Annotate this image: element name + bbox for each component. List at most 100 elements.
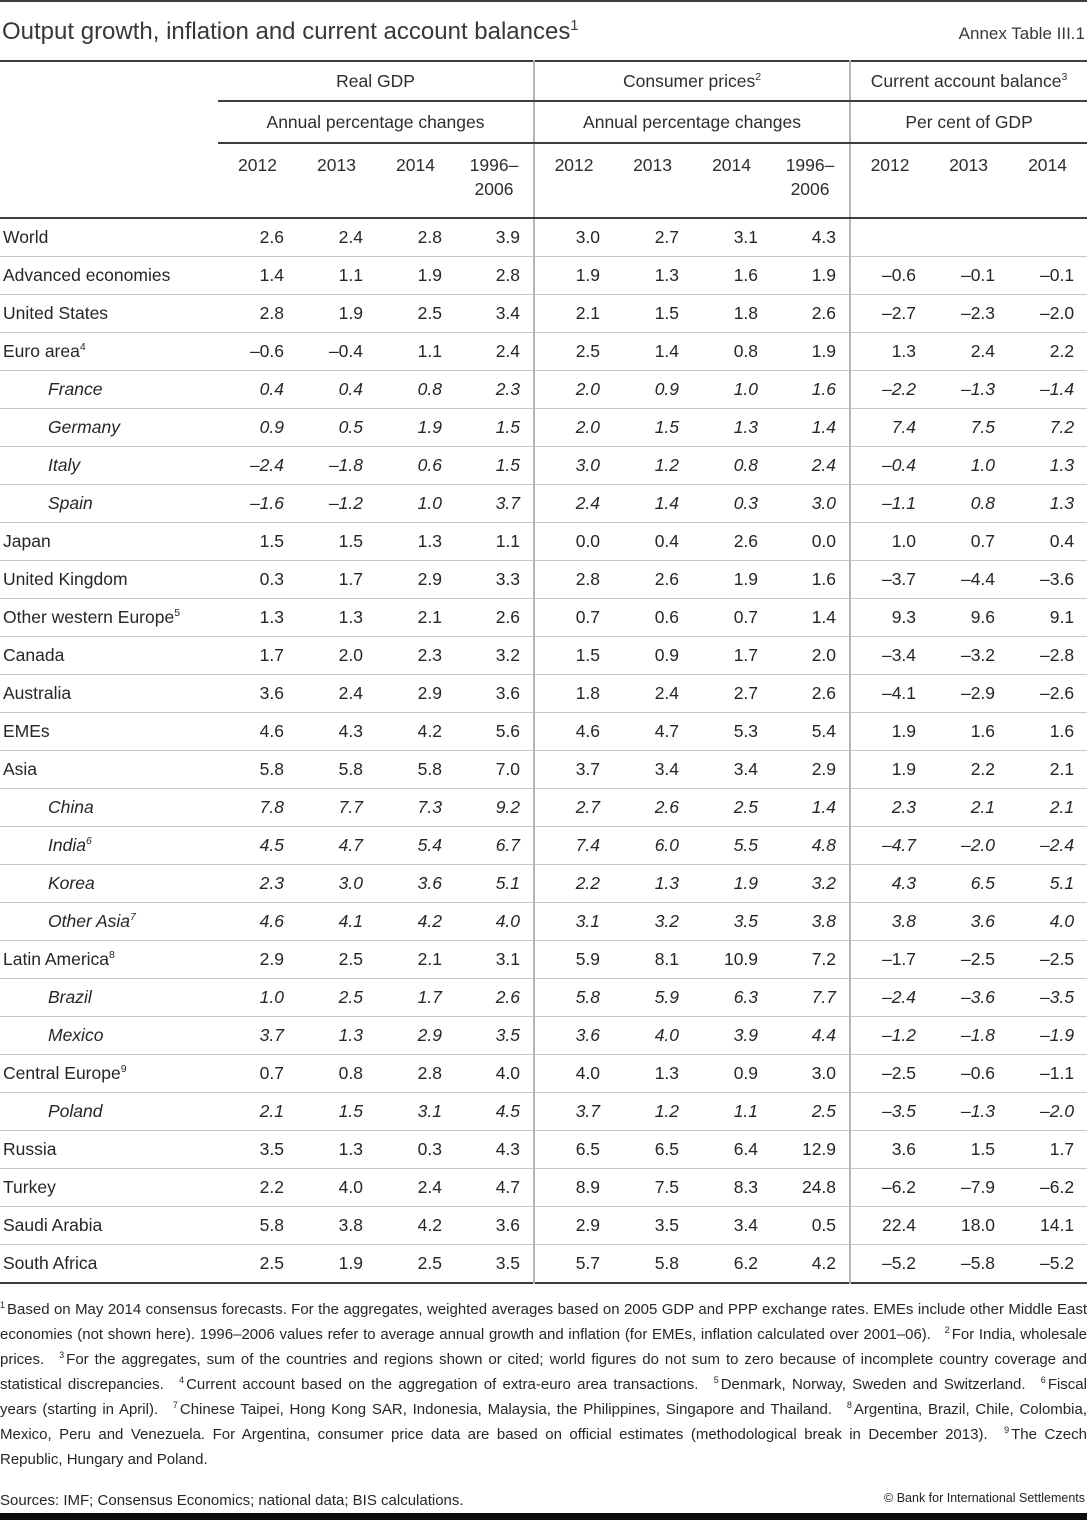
value-cell: 7.4 <box>533 826 614 865</box>
year-header: 2012 <box>218 143 297 219</box>
value-cell: 1.0 <box>259 987 284 1007</box>
footnote-marker: 1 <box>0 1300 6 1310</box>
value-cell: 1.9 <box>849 712 930 751</box>
row-label: India6 <box>48 835 92 855</box>
value-cell: 2.8 <box>259 303 284 323</box>
value-cell: 2.1 <box>970 797 996 817</box>
value-cell: –2.4 <box>849 978 930 1017</box>
value-cell: 2.5 <box>259 1253 284 1273</box>
value-cell: 5.5 <box>733 835 759 855</box>
value-cell: 4.0 <box>338 1177 363 1197</box>
value-cell: –6.2 <box>849 1168 930 1207</box>
footnote-marker: 5 <box>713 1375 719 1385</box>
value-cell: 1.4 <box>811 607 837 627</box>
value-cell: 4.2 <box>417 721 442 741</box>
table-row: India6 4.5 4.7 5.4 6.7 7.4 6.0 5.5 4.8 –4.7 –2.0 –2… <box>0 826 1087 865</box>
value-cell: 8.9 <box>533 1168 614 1207</box>
table-row: EMEs 4.6 4.3 4.2 5.6 4.6 4.7 5.3 5.4 1.9 1.6 1.6 <box>0 712 1087 751</box>
value-cell: 2.3 <box>495 379 521 399</box>
value-cell: 8.3 <box>733 1177 759 1197</box>
table-row: Italy –2.4 –1.8 0.6 1.5 3.0 1.2 0.8 2.4 –0.4 1.0 1.… <box>0 446 1087 485</box>
value-cell: –1.1 <box>1040 1063 1075 1083</box>
value-cell: 4.7 <box>495 1177 521 1197</box>
value-cell: 2.6 <box>654 797 680 817</box>
value-cell: 1.7 <box>338 569 363 589</box>
value-cell: 3.8 <box>811 911 837 931</box>
row-label: Brazil <box>48 987 92 1007</box>
year-header: 2013 <box>929 143 1009 219</box>
row-label: Other western Europe5 <box>3 607 181 627</box>
value-cell: 2.6 <box>811 683 837 703</box>
value-cell: 0.6 <box>654 607 680 627</box>
value-cell: 1.5 <box>495 455 521 475</box>
value-cell: 5.4 <box>811 721 837 741</box>
value-cell: 1.3 <box>849 332 930 371</box>
row-label: Other Asia7 <box>48 911 136 931</box>
value-cell: 1.6 <box>811 379 837 399</box>
value-cell: 9.3 <box>849 598 930 637</box>
value-cell: 3.5 <box>495 1253 521 1273</box>
value-cell: –1.8 <box>328 455 363 475</box>
value-cell: 3.0 <box>811 1063 837 1083</box>
value-cell: –6.2 <box>1040 1177 1075 1197</box>
value-cell: 3.0 <box>533 446 614 485</box>
value-cell: –1.8 <box>960 1025 996 1045</box>
value-cell: 0.7 <box>970 531 996 551</box>
year-header: 2012 <box>533 143 614 219</box>
table-row: United States 2.8 1.9 2.5 3.4 2.1 1.5 1.8 2.6 –2.… <box>0 294 1087 333</box>
value-cell: –0.1 <box>960 265 996 285</box>
value-cell: 6.2 <box>733 1253 759 1273</box>
value-cell: 4.1 <box>338 911 363 931</box>
value-cell: –2.2 <box>849 370 930 409</box>
value-cell: 1.3 <box>259 607 284 627</box>
value-cell: –7.9 <box>960 1177 996 1197</box>
header-corner-cell <box>0 61 218 219</box>
value-cell: 3.4 <box>654 759 680 779</box>
table-row: Other western Europe5 1.3 1.3 2.1 2.6 0.7 0.6 0… <box>0 598 1087 637</box>
value-cell: 1.5 <box>654 417 680 437</box>
value-cell: –2.0 <box>960 835 996 855</box>
row-label: Australia <box>3 683 72 703</box>
value-cell: –0.6 <box>849 256 930 295</box>
value-cell: 22.4 <box>849 1206 930 1245</box>
value-cell: 5.8 <box>533 978 614 1017</box>
value-cell: 9.1 <box>1049 607 1075 627</box>
row-label: Spain <box>48 493 93 513</box>
row-label: Asia <box>3 759 38 779</box>
value-cell: 4.6 <box>533 712 614 751</box>
value-cell: 2.5 <box>811 1101 837 1121</box>
value-cell: 4.4 <box>811 1025 837 1045</box>
value-cell <box>1008 218 1087 257</box>
value-cell: 4.3 <box>849 864 930 903</box>
value-cell: –2.0 <box>1040 303 1075 323</box>
value-cell: 1.3 <box>654 1063 680 1083</box>
footnotes: 1 Based on May 2014 consensus forecasts. … <box>0 1300 1087 1469</box>
value-cell: –4.4 <box>960 569 996 589</box>
value-cell: 6.7 <box>495 835 521 855</box>
value-cell: 1.6 <box>733 265 759 285</box>
value-cell: 0.9 <box>654 379 680 399</box>
value-cell: 2.9 <box>533 1206 614 1245</box>
table-row: World 2.6 2.4 2.8 3.9 3.0 2.7 3.1 4.3 <box>0 218 1087 257</box>
value-cell: 0.6 <box>417 455 442 475</box>
value-cell: 1.6 <box>811 569 837 589</box>
value-cell: 5.1 <box>495 873 521 893</box>
value-cell: –2.7 <box>849 294 930 333</box>
row-label: Germany <box>48 417 120 437</box>
year-header: 1996–2006 <box>771 143 851 219</box>
value-cell: 2.1 <box>1049 759 1075 779</box>
value-cell: –1.2 <box>849 1016 930 1055</box>
value-cell: 3.1 <box>495 949 521 969</box>
value-cell: 2.1 <box>417 607 442 627</box>
value-cell: 3.6 <box>259 683 284 703</box>
value-cell: 2.6 <box>259 227 284 247</box>
value-cell: 1.1 <box>733 1101 759 1121</box>
value-cell: 1.9 <box>417 417 442 437</box>
table-row: Canada 1.7 2.0 2.3 3.2 1.5 0.9 1.7 2.0 –3.4 –3.2 –2… <box>0 636 1087 675</box>
value-cell: 2.7 <box>733 683 759 703</box>
value-cell: 2.4 <box>338 227 363 247</box>
title-bar: Output growth, inflation and current acc… <box>0 2 1087 60</box>
row-label: China <box>48 797 94 817</box>
value-cell: 2.3 <box>259 873 284 893</box>
group-header-real-gdp: Real GDP <box>218 61 535 102</box>
